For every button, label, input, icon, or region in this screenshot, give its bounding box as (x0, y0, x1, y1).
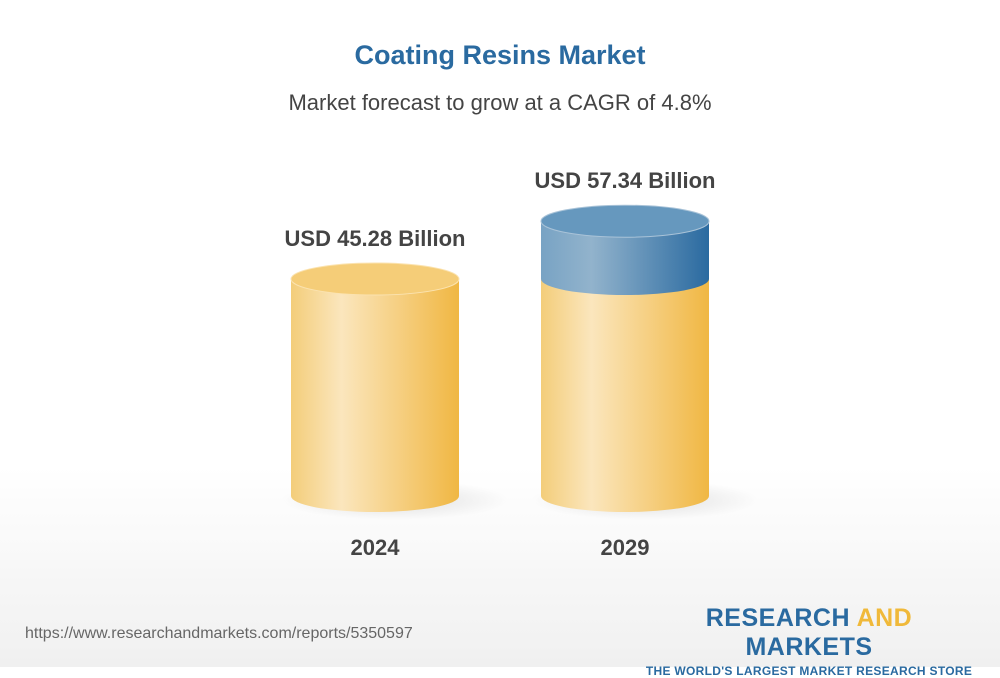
data-label: USD 57.34 Billion (535, 168, 716, 193)
bar-top (290, 262, 460, 296)
data-label: USD 45.28 Billion (285, 226, 466, 251)
logo-text: RESEARCH (705, 604, 857, 632)
chart-subtitle: Market forecast to grow at a CAGR of 4.8… (288, 90, 712, 115)
logo-tagline: THE WORLD'S LARGEST MARKET RESEARCH STOR… (645, 664, 973, 678)
chart: USD 45.28 Billion 2024 USD 57.34 Billion 20… (281, 168, 759, 560)
logo-text-and: AND (856, 604, 913, 632)
bar-2029 (541, 279, 709, 512)
bar-2024 (291, 279, 459, 512)
category-label: 2029 (601, 535, 650, 560)
source-url[interactable]: https://www.researchandmarkets.com/repor… (25, 625, 413, 642)
category-label: 2024 (351, 535, 401, 560)
bar-top (540, 204, 710, 238)
chart-title: Coating Resins Market (354, 40, 646, 70)
logo-text: MARKETS (745, 633, 873, 661)
bar-growth-segment (541, 221, 709, 295)
